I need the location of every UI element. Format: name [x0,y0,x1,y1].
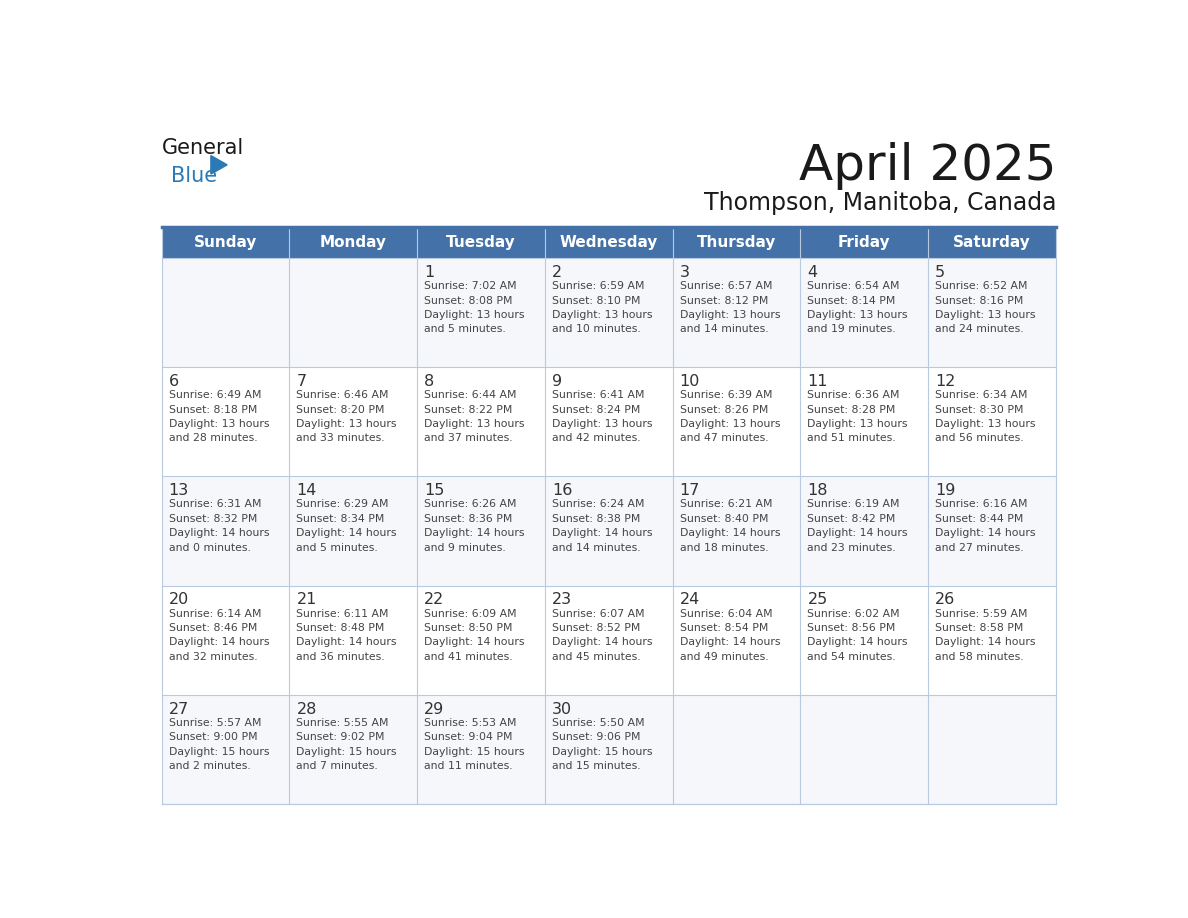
Text: Sunrise: 6:02 AM
Sunset: 8:56 PM
Daylight: 14 hours
and 54 minutes.: Sunrise: 6:02 AM Sunset: 8:56 PM Dayligh… [808,609,908,662]
Text: Sunrise: 6:34 AM
Sunset: 8:30 PM
Daylight: 13 hours
and 56 minutes.: Sunrise: 6:34 AM Sunset: 8:30 PM Dayligh… [935,390,1036,443]
Text: General: General [162,138,244,158]
Text: Thompson, Manitoba, Canada: Thompson, Manitoba, Canada [703,191,1056,215]
Text: 16: 16 [552,483,573,498]
Text: Sunrise: 6:21 AM
Sunset: 8:40 PM
Daylight: 14 hours
and 18 minutes.: Sunrise: 6:21 AM Sunset: 8:40 PM Dayligh… [680,499,781,553]
Text: Sunrise: 6:11 AM
Sunset: 8:48 PM
Daylight: 14 hours
and 36 minutes.: Sunrise: 6:11 AM Sunset: 8:48 PM Dayligh… [297,609,397,662]
Text: 14: 14 [297,483,317,498]
Text: Sunrise: 6:54 AM
Sunset: 8:14 PM
Daylight: 13 hours
and 19 minutes.: Sunrise: 6:54 AM Sunset: 8:14 PM Dayligh… [808,281,908,334]
Text: Friday: Friday [838,235,891,250]
Text: 24: 24 [680,592,700,608]
Text: Sunrise: 6:49 AM
Sunset: 8:18 PM
Daylight: 13 hours
and 28 minutes.: Sunrise: 6:49 AM Sunset: 8:18 PM Dayligh… [169,390,270,443]
Text: 26: 26 [935,592,955,608]
Text: Sunrise: 5:55 AM
Sunset: 9:02 PM
Daylight: 15 hours
and 7 minutes.: Sunrise: 5:55 AM Sunset: 9:02 PM Dayligh… [297,718,397,771]
Text: 10: 10 [680,375,700,389]
Text: Sunrise: 6:57 AM
Sunset: 8:12 PM
Daylight: 13 hours
and 14 minutes.: Sunrise: 6:57 AM Sunset: 8:12 PM Dayligh… [680,281,781,334]
Text: Sunrise: 6:24 AM
Sunset: 8:38 PM
Daylight: 14 hours
and 14 minutes.: Sunrise: 6:24 AM Sunset: 8:38 PM Dayligh… [552,499,652,553]
Text: Sunrise: 6:29 AM
Sunset: 8:34 PM
Daylight: 14 hours
and 5 minutes.: Sunrise: 6:29 AM Sunset: 8:34 PM Dayligh… [297,499,397,553]
Text: Sunrise: 5:53 AM
Sunset: 9:04 PM
Daylight: 15 hours
and 11 minutes.: Sunrise: 5:53 AM Sunset: 9:04 PM Dayligh… [424,718,525,771]
Text: Sunrise: 6:31 AM
Sunset: 8:32 PM
Daylight: 14 hours
and 0 minutes.: Sunrise: 6:31 AM Sunset: 8:32 PM Dayligh… [169,499,270,553]
Text: Sunrise: 5:59 AM
Sunset: 8:58 PM
Daylight: 14 hours
and 58 minutes.: Sunrise: 5:59 AM Sunset: 8:58 PM Dayligh… [935,609,1036,662]
Text: 27: 27 [169,701,189,717]
Text: Sunrise: 6:52 AM
Sunset: 8:16 PM
Daylight: 13 hours
and 24 minutes.: Sunrise: 6:52 AM Sunset: 8:16 PM Dayligh… [935,281,1036,334]
Text: Saturday: Saturday [953,235,1031,250]
Text: 25: 25 [808,592,828,608]
Text: 9: 9 [552,375,562,389]
Bar [162,695,1056,804]
Text: Sunrise: 6:14 AM
Sunset: 8:46 PM
Daylight: 14 hours
and 32 minutes.: Sunrise: 6:14 AM Sunset: 8:46 PM Dayligh… [169,609,270,662]
Text: 23: 23 [552,592,573,608]
Text: Sunrise: 6:41 AM
Sunset: 8:24 PM
Daylight: 13 hours
and 42 minutes.: Sunrise: 6:41 AM Sunset: 8:24 PM Dayligh… [552,390,652,443]
Text: 6: 6 [169,375,178,389]
Text: Sunrise: 6:09 AM
Sunset: 8:50 PM
Daylight: 14 hours
and 41 minutes.: Sunrise: 6:09 AM Sunset: 8:50 PM Dayligh… [424,609,525,662]
Bar [162,586,1056,695]
Text: 20: 20 [169,592,189,608]
Text: Sunrise: 6:04 AM
Sunset: 8:54 PM
Daylight: 14 hours
and 49 minutes.: Sunrise: 6:04 AM Sunset: 8:54 PM Dayligh… [680,609,781,662]
Text: Blue: Blue [171,166,217,185]
Text: Wednesday: Wednesday [560,235,658,250]
Text: Sunrise: 6:16 AM
Sunset: 8:44 PM
Daylight: 14 hours
and 27 minutes.: Sunrise: 6:16 AM Sunset: 8:44 PM Dayligh… [935,499,1036,553]
Text: 4: 4 [808,265,817,280]
Polygon shape [211,155,227,174]
Text: Sunrise: 6:07 AM
Sunset: 8:52 PM
Daylight: 14 hours
and 45 minutes.: Sunrise: 6:07 AM Sunset: 8:52 PM Dayligh… [552,609,652,662]
Text: Sunrise: 6:19 AM
Sunset: 8:42 PM
Daylight: 14 hours
and 23 minutes.: Sunrise: 6:19 AM Sunset: 8:42 PM Dayligh… [808,499,908,553]
Text: Sunrise: 6:44 AM
Sunset: 8:22 PM
Daylight: 13 hours
and 37 minutes.: Sunrise: 6:44 AM Sunset: 8:22 PM Dayligh… [424,390,525,443]
Text: April 2025: April 2025 [798,142,1056,191]
Bar [162,476,1056,586]
Text: Monday: Monday [320,235,387,250]
Text: Sunrise: 7:02 AM
Sunset: 8:08 PM
Daylight: 13 hours
and 5 minutes.: Sunrise: 7:02 AM Sunset: 8:08 PM Dayligh… [424,281,525,334]
Text: Sunrise: 6:59 AM
Sunset: 8:10 PM
Daylight: 13 hours
and 10 minutes.: Sunrise: 6:59 AM Sunset: 8:10 PM Dayligh… [552,281,652,334]
Text: 21: 21 [297,592,317,608]
Text: Tuesday: Tuesday [447,235,516,250]
Text: 18: 18 [808,483,828,498]
Text: 19: 19 [935,483,955,498]
Text: Sunrise: 5:57 AM
Sunset: 9:00 PM
Daylight: 15 hours
and 2 minutes.: Sunrise: 5:57 AM Sunset: 9:00 PM Dayligh… [169,718,270,771]
Bar [162,367,1056,476]
Text: 8: 8 [424,375,435,389]
Text: Sunday: Sunday [194,235,258,250]
Text: 29: 29 [424,701,444,717]
Text: 30: 30 [552,701,573,717]
Text: Sunrise: 6:39 AM
Sunset: 8:26 PM
Daylight: 13 hours
and 47 minutes.: Sunrise: 6:39 AM Sunset: 8:26 PM Dayligh… [680,390,781,443]
Text: Sunrise: 6:46 AM
Sunset: 8:20 PM
Daylight: 13 hours
and 33 minutes.: Sunrise: 6:46 AM Sunset: 8:20 PM Dayligh… [297,390,397,443]
Text: 17: 17 [680,483,700,498]
Text: 7: 7 [297,375,307,389]
Text: 2: 2 [552,265,562,280]
Bar [162,227,1056,258]
Text: 11: 11 [808,375,828,389]
Bar [162,258,1056,367]
Text: 28: 28 [297,701,317,717]
Text: 3: 3 [680,265,690,280]
Text: 22: 22 [424,592,444,608]
Text: Sunrise: 6:36 AM
Sunset: 8:28 PM
Daylight: 13 hours
and 51 minutes.: Sunrise: 6:36 AM Sunset: 8:28 PM Dayligh… [808,390,908,443]
Text: 15: 15 [424,483,444,498]
Text: Thursday: Thursday [697,235,776,250]
Text: 13: 13 [169,483,189,498]
Text: Sunrise: 6:26 AM
Sunset: 8:36 PM
Daylight: 14 hours
and 9 minutes.: Sunrise: 6:26 AM Sunset: 8:36 PM Dayligh… [424,499,525,553]
Text: 12: 12 [935,375,955,389]
Text: 1: 1 [424,265,435,280]
Text: 5: 5 [935,265,946,280]
Text: Sunrise: 5:50 AM
Sunset: 9:06 PM
Daylight: 15 hours
and 15 minutes.: Sunrise: 5:50 AM Sunset: 9:06 PM Dayligh… [552,718,652,771]
